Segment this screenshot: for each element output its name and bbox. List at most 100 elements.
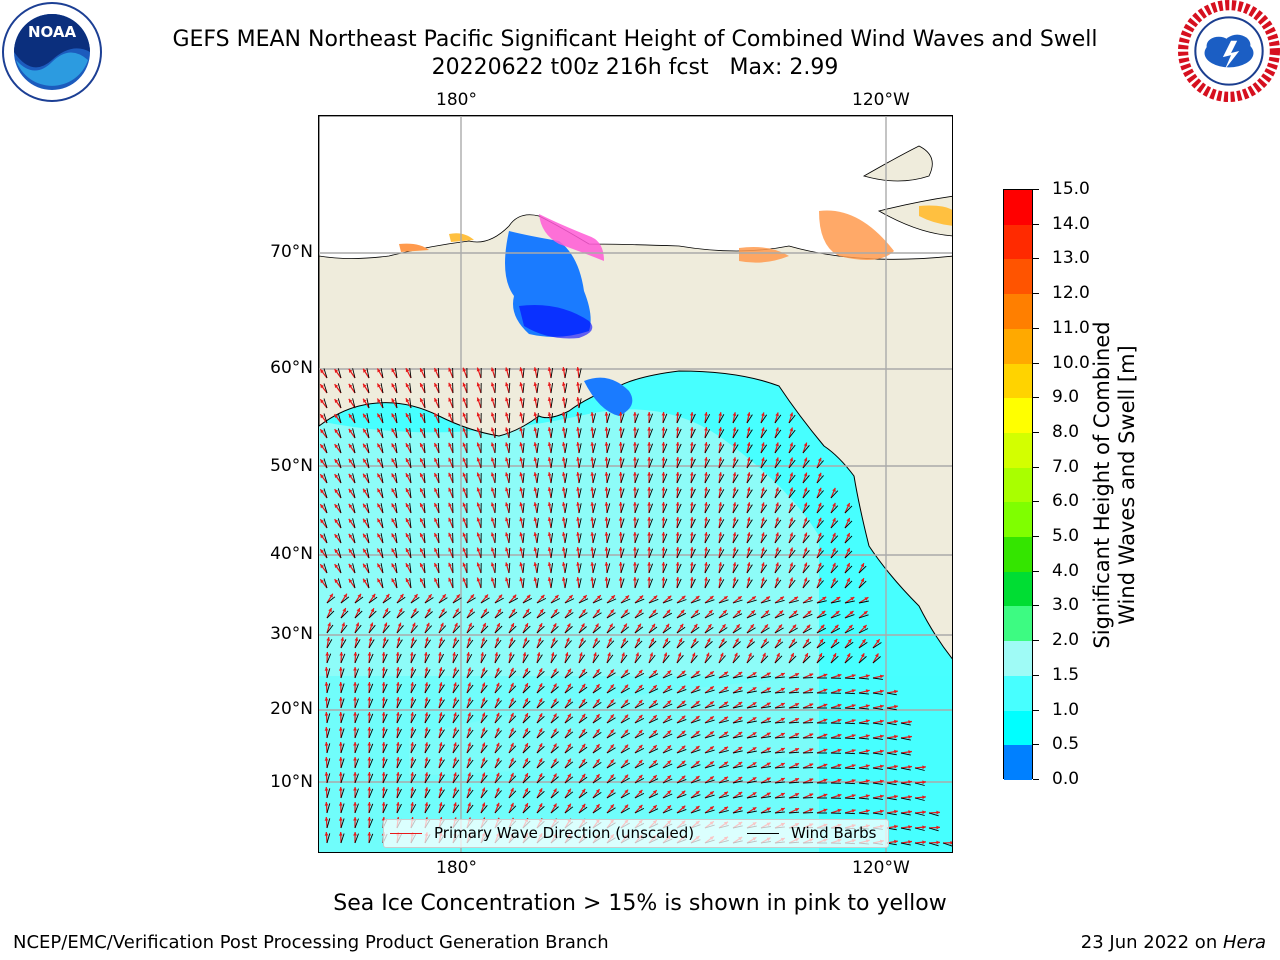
wind-barb (914, 812, 925, 816)
colorbar-segment (1004, 259, 1032, 295)
wave-direction-arrowhead (611, 595, 615, 600)
wave-direction-arrowhead (704, 562, 708, 566)
wind-barb (634, 533, 639, 544)
wind-barb (323, 383, 328, 394)
wind-barb (746, 675, 757, 679)
wind-barb (592, 747, 602, 754)
wave-direction-arrowhead (405, 563, 410, 568)
wind-barb (424, 625, 433, 634)
wave-direction-arrowhead (832, 547, 836, 552)
wave-direction-arrowhead (681, 685, 686, 690)
wave-direction-arrowhead (405, 458, 410, 463)
wave-direction-arrowhead (609, 623, 613, 628)
wind-barb (352, 443, 356, 454)
wind-barb (550, 458, 554, 469)
wind-barb (409, 368, 412, 379)
colorbar-segment (1004, 432, 1032, 469)
wave-direction-arrowhead (823, 763, 828, 768)
wave-direction-arrowhead (391, 398, 395, 403)
wind-barb (396, 683, 402, 694)
wave-direction-arrowhead (467, 637, 471, 642)
wind-barb (409, 383, 412, 394)
wave-direction-arrowhead (405, 533, 410, 538)
wave-direction-arrowhead (481, 697, 486, 702)
wind-barb (648, 763, 659, 769)
wave-direction-arrowhead (761, 412, 765, 417)
wind-barb (396, 728, 402, 739)
wind-barb (690, 655, 698, 664)
wave-direction-arrowhead (607, 652, 611, 657)
wave-direction-arrowhead (639, 595, 644, 600)
wave-direction-arrowhead (950, 840, 952, 845)
wave-direction-arrowhead (334, 369, 339, 373)
wave-direction-arrowhead (624, 744, 629, 749)
wave-direction-arrowhead (533, 397, 538, 402)
wave-direction-arrowhead (524, 773, 528, 778)
wave-direction-arrowhead (512, 594, 517, 599)
wave-direction-arrowhead (879, 719, 884, 724)
wave-direction-arrowhead (476, 487, 481, 492)
wind-barb (718, 779, 729, 784)
wave-direction-arrowhead (519, 457, 524, 462)
wave-direction-arrowhead (410, 787, 414, 791)
wave-direction-arrowhead (661, 427, 666, 431)
wind-barb (536, 598, 547, 604)
wave-direction-arrowhead (495, 802, 500, 807)
wave-direction-arrowhead (391, 548, 395, 553)
wind-barb (536, 578, 539, 589)
wave-direction-arrowhead (738, 792, 743, 796)
wind-barb (788, 599, 799, 604)
footer-host: Hera (1222, 932, 1266, 953)
wave-direction-arrowhead (396, 772, 400, 776)
wind-barb (368, 683, 374, 694)
wave-direction-arrowhead (348, 398, 353, 403)
wind-barb (774, 489, 782, 499)
wave-direction-arrowhead (750, 624, 754, 629)
wave-direction-arrowhead (381, 787, 386, 791)
wave-direction-arrowhead (894, 824, 898, 829)
wave-direction-arrowhead (652, 670, 657, 674)
wave-direction-arrowhead (410, 712, 414, 716)
wind-barb (592, 732, 602, 739)
wave-direction-arrowhead (633, 547, 637, 551)
wind-barb (380, 383, 384, 394)
wave-direction-arrowhead (547, 502, 552, 506)
wind-barb (508, 442, 511, 454)
wave-direction-arrowhead (618, 442, 623, 446)
wave-direction-arrowhead (377, 458, 381, 463)
wind-barb (802, 550, 810, 559)
wind-barb (718, 641, 727, 649)
wind-barb (396, 773, 402, 784)
wind-barb (592, 458, 596, 469)
wave-direction-arrowhead (320, 459, 324, 464)
wind-barb (326, 803, 331, 814)
wave-direction-arrowhead (652, 790, 657, 794)
wave-direction-arrowhead (497, 608, 501, 613)
wave-direction-arrowhead (732, 562, 737, 566)
wind-barb (872, 642, 882, 649)
wave-direction-arrowhead (467, 682, 471, 687)
wind-barb (423, 457, 426, 469)
wind-barb (337, 458, 342, 469)
wave-direction-arrowhead (851, 719, 856, 723)
wave-direction-arrowhead (396, 742, 400, 746)
wind-barb (380, 533, 384, 544)
wind-barb (662, 688, 673, 694)
wind-barb (494, 790, 502, 799)
wind-barb (634, 598, 645, 604)
wind-barb (564, 686, 574, 694)
wind-barb (409, 518, 412, 529)
wave-direction-arrowhead (420, 368, 424, 373)
wind-barb (634, 413, 639, 424)
wind-barb (536, 700, 545, 709)
wind-barb (662, 563, 668, 574)
wind-barb (606, 792, 616, 799)
wind-barb (437, 427, 440, 439)
wind-barb (424, 669, 431, 679)
wind-barb (452, 804, 460, 814)
wave-direction-arrowhead (342, 608, 346, 612)
wave-direction-arrowhead (399, 594, 404, 598)
wind-barb (366, 443, 370, 454)
wind-barb (844, 550, 853, 559)
wave-direction-arrowhead (524, 788, 528, 793)
